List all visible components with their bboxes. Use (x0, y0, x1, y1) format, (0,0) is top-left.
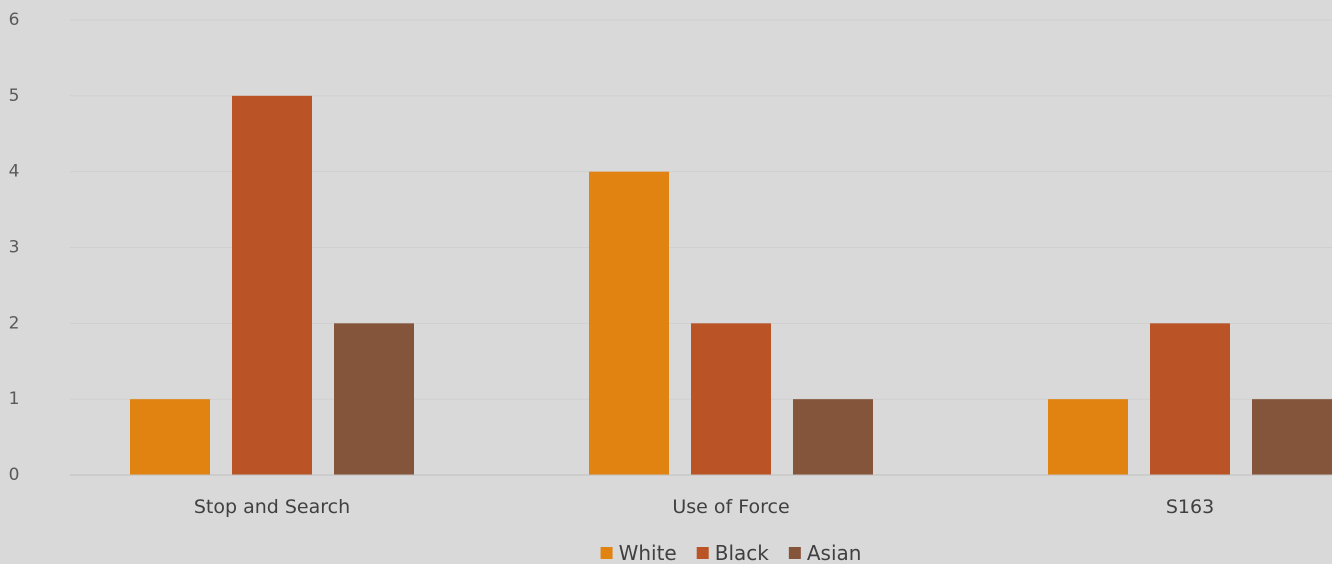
x-category-label: Stop and Search (194, 496, 350, 518)
bar-white (130, 399, 210, 475)
y-tick-label: 0 (9, 465, 20, 485)
legend-label-white: White (619, 541, 677, 564)
x-category-label: S163 (1166, 496, 1214, 518)
legend-swatch-asian (788, 547, 801, 559)
legend-label-black: Black (715, 541, 770, 564)
y-tick-label: 5 (9, 86, 20, 106)
bar-black (232, 95, 312, 475)
y-axis-ticks: 0 1 2 3 4 5 6 (9, 10, 20, 485)
y-tick-label: 4 (9, 162, 20, 182)
bar-asian (793, 399, 873, 475)
legend: White Black Asian (600, 541, 862, 564)
x-category-label: Use of Force (672, 496, 789, 518)
x-axis-labels: Stop and Search Use of Force S163 (194, 496, 1214, 518)
bar-white (1048, 399, 1128, 475)
legend-swatch-white (600, 547, 613, 559)
y-tick-label: 1 (9, 389, 20, 409)
legend-label-asian: Asian (807, 541, 862, 564)
y-tick-label: 6 (9, 10, 20, 30)
bar-asian (1252, 399, 1332, 475)
bar-black (691, 323, 771, 475)
bar-white (589, 171, 669, 475)
y-tick-label: 3 (9, 238, 20, 258)
legend-swatch-black (696, 547, 709, 559)
bars (130, 95, 1332, 475)
y-tick-label: 2 (9, 313, 20, 333)
bar-asian (334, 323, 414, 475)
bar-black (1150, 323, 1230, 475)
